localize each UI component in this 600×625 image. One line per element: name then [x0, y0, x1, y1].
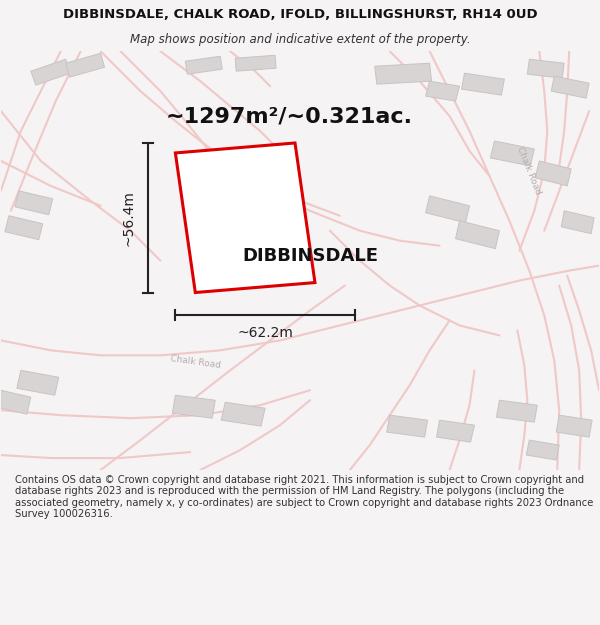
- Text: DIBBINSDALE, CHALK ROAD, IFOLD, BILLINGSHURST, RH14 0UD: DIBBINSDALE, CHALK ROAD, IFOLD, BILLINGS…: [62, 8, 538, 21]
- Polygon shape: [31, 59, 71, 85]
- Polygon shape: [175, 143, 315, 292]
- Polygon shape: [526, 440, 559, 460]
- Polygon shape: [0, 390, 31, 414]
- Text: Chalk Road: Chalk Road: [169, 354, 221, 371]
- Polygon shape: [556, 415, 592, 437]
- Text: Contains OS data © Crown copyright and database right 2021. This information is : Contains OS data © Crown copyright and d…: [15, 474, 593, 519]
- Polygon shape: [65, 53, 104, 77]
- Polygon shape: [455, 221, 499, 249]
- Polygon shape: [172, 395, 215, 418]
- Polygon shape: [496, 400, 537, 422]
- Text: Map shows position and indicative extent of the property.: Map shows position and indicative extent…: [130, 34, 470, 46]
- Text: ~62.2m: ~62.2m: [237, 326, 293, 341]
- Polygon shape: [425, 81, 460, 101]
- Polygon shape: [527, 59, 564, 78]
- Polygon shape: [375, 63, 431, 84]
- Polygon shape: [490, 141, 535, 166]
- Text: Chalk Road: Chalk Road: [515, 146, 543, 196]
- Text: ~56.4m: ~56.4m: [122, 190, 136, 246]
- Polygon shape: [17, 370, 59, 395]
- Polygon shape: [425, 196, 469, 222]
- Text: DIBBINSDALE: DIBBINSDALE: [242, 247, 378, 264]
- Polygon shape: [387, 415, 428, 437]
- Polygon shape: [5, 216, 43, 239]
- Polygon shape: [235, 55, 276, 71]
- Polygon shape: [437, 420, 475, 442]
- Polygon shape: [551, 76, 589, 98]
- Polygon shape: [461, 73, 505, 95]
- Polygon shape: [535, 161, 571, 186]
- Polygon shape: [561, 211, 594, 234]
- Polygon shape: [221, 402, 265, 426]
- Text: ~1297m²/~0.321ac.: ~1297m²/~0.321ac.: [166, 106, 412, 126]
- Polygon shape: [15, 191, 53, 215]
- Polygon shape: [185, 56, 222, 74]
